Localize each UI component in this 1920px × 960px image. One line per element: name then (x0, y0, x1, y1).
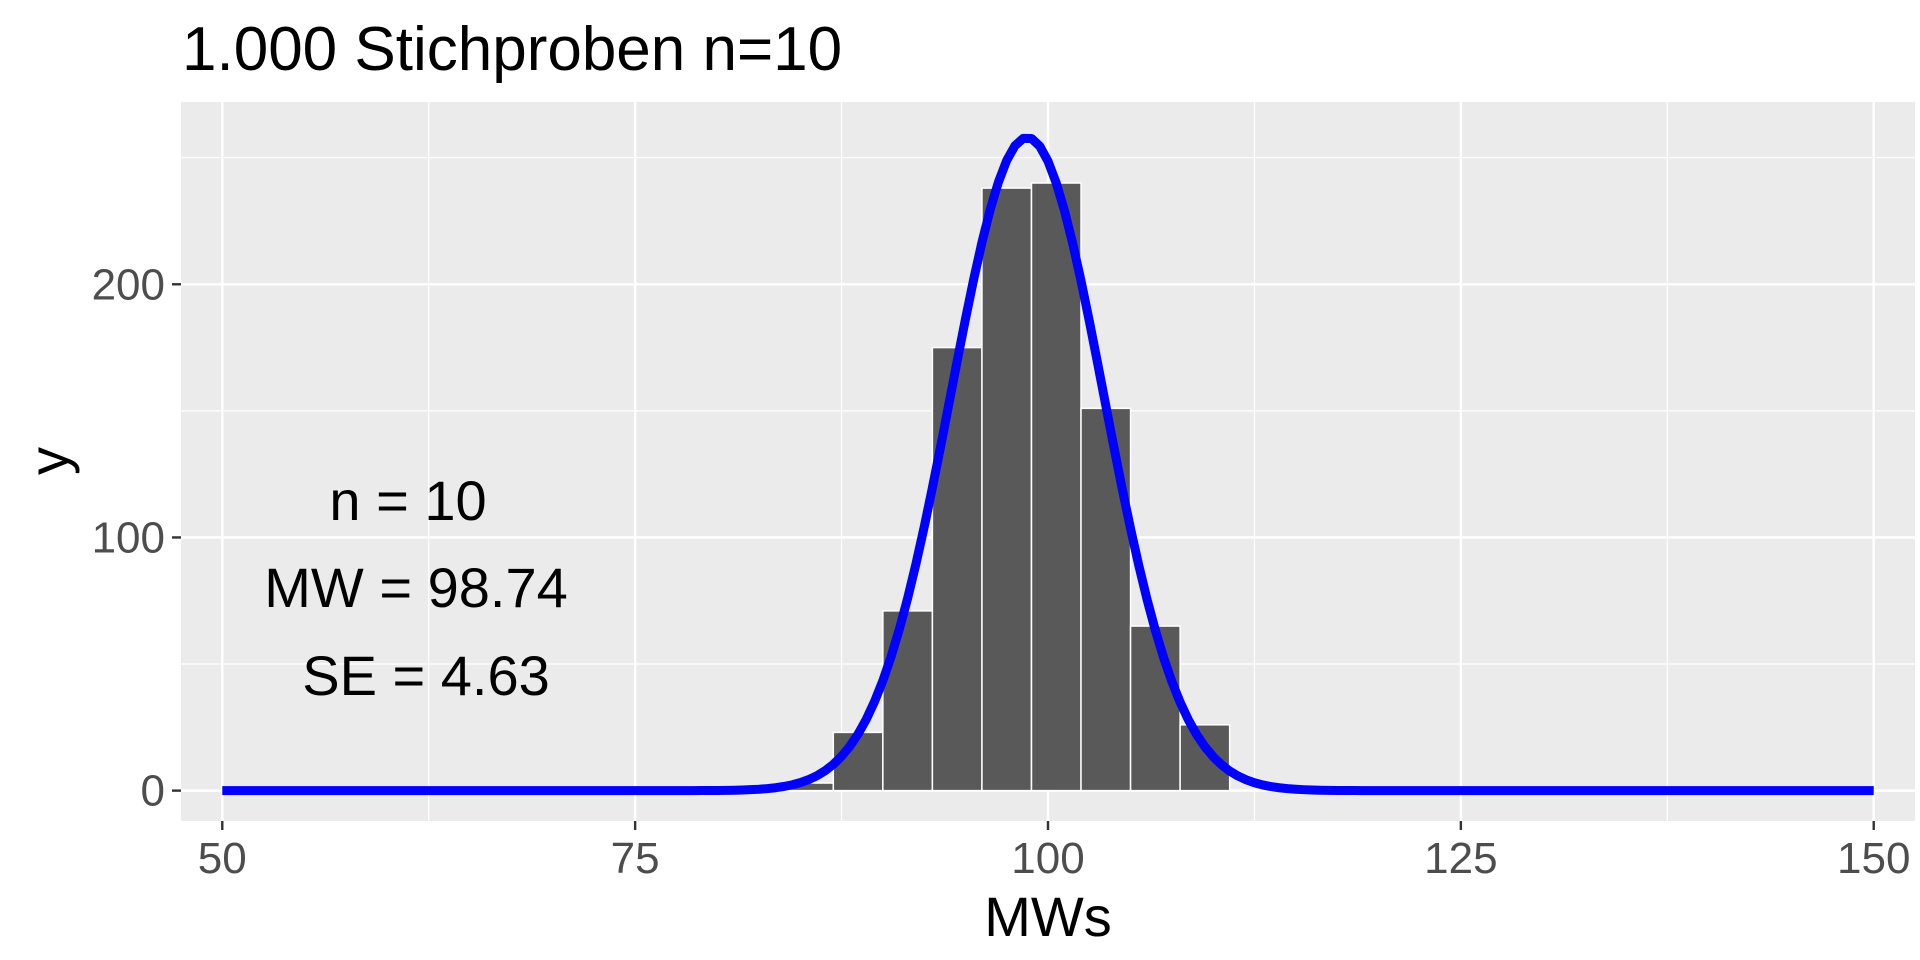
histogram-bar (1179, 724, 1231, 792)
x-tick-label: 50 (198, 834, 247, 883)
histogram-bar (882, 610, 934, 792)
x-tick-label: 75 (611, 834, 660, 883)
y-axis-title: y (17, 447, 80, 475)
histogram-bar (1030, 182, 1082, 792)
histogram-bar (1129, 625, 1181, 792)
x-tick-label: 100 (1011, 834, 1084, 883)
normal-curve (222, 133, 1874, 796)
histogram-bar (981, 187, 1033, 792)
x-tick-label: 150 (1837, 834, 1910, 883)
annotation-se: SE = 4.63 (302, 644, 550, 707)
annotation-mean: MW = 98.74 (264, 556, 567, 619)
x-tick-label: 125 (1424, 834, 1497, 883)
histogram-bar (931, 346, 983, 792)
histogram-bar (1080, 407, 1132, 792)
chart-title: 1.000 Stichproben n=10 (182, 15, 842, 84)
x-axis-title: MWs (984, 885, 1112, 948)
annotation-n: n = 10 (329, 469, 486, 532)
y-tick-label: 0 (141, 767, 165, 816)
y-tick-label: 100 (92, 513, 165, 562)
axis-ticks: 50 75 100 125 150 0 100 200 (92, 260, 1911, 883)
y-tick-label: 200 (92, 260, 165, 309)
